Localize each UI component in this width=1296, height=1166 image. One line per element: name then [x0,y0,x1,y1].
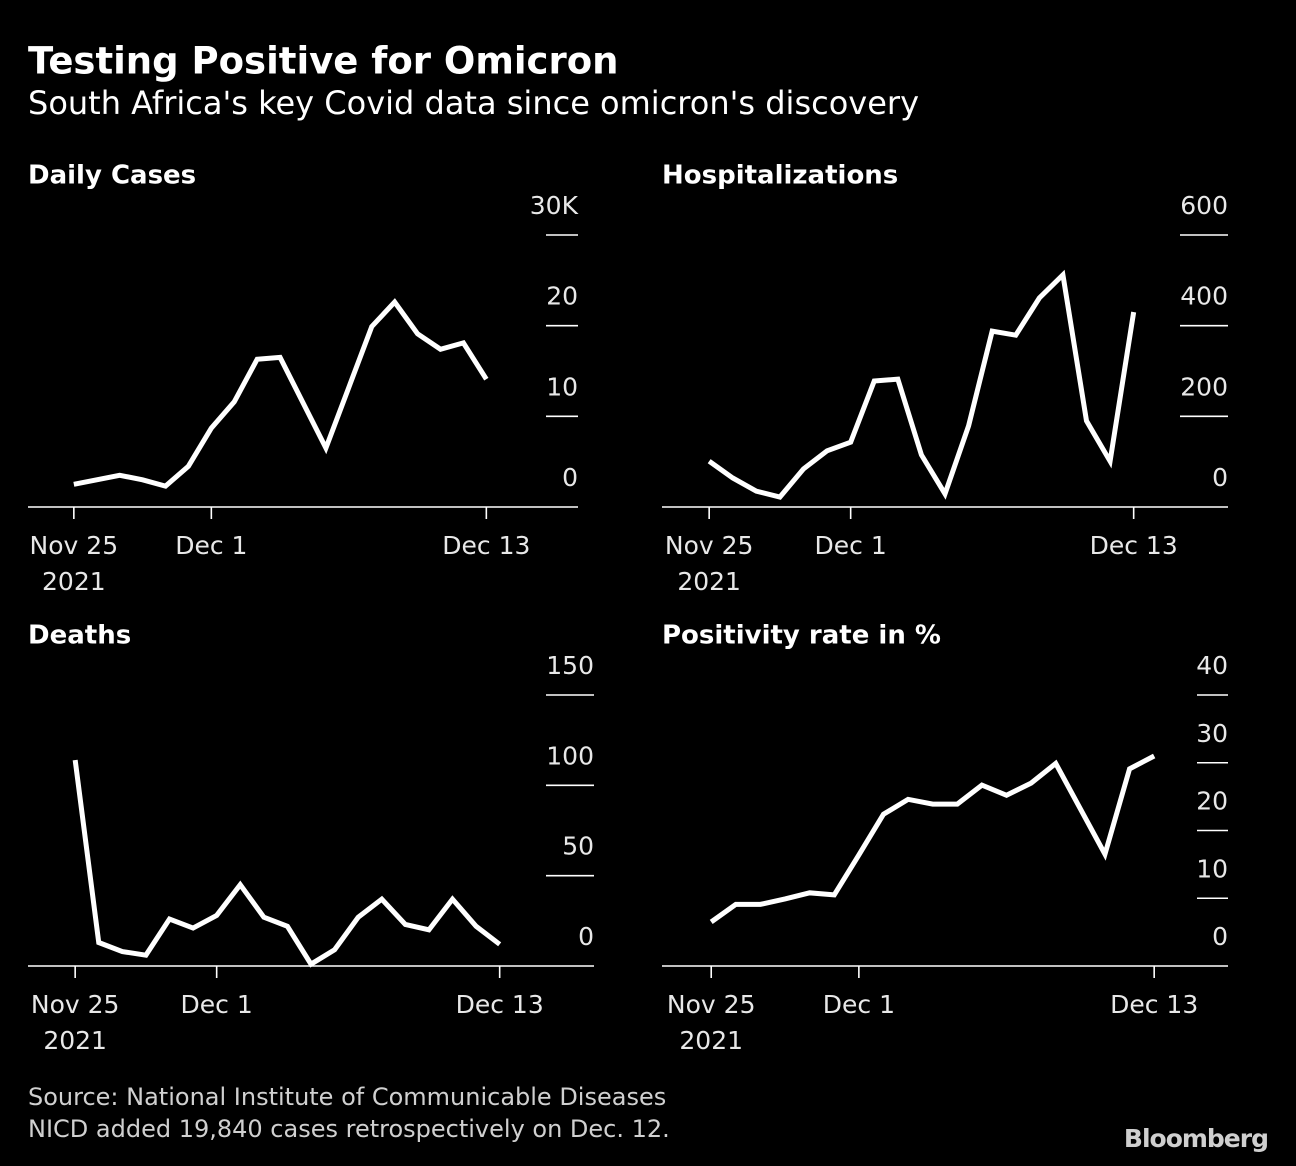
y-tick-label: 30 [1196,719,1228,748]
x-tick-label: Nov 25 [30,531,119,560]
panel-title: Positivity rate in % [662,621,941,651]
x-tick-label: Dec 1 [823,990,895,1019]
x-tick-label: Dec 13 [442,531,530,560]
y-tick-label: 10 [1196,854,1228,883]
y-tick-label: 0 [1212,922,1228,951]
x-tick-sublabel: 2021 [42,567,106,596]
x-tick-label: Dec 1 [815,531,887,560]
y-tick-label: 30K [530,191,579,220]
data-line [73,298,489,489]
subtitle: South Africa's key Covid data since omic… [28,84,919,122]
y-tick-label: 20 [1196,787,1228,816]
y-tick-label: 200 [1180,372,1228,401]
data-line [709,753,1156,924]
x-tick-label: Nov 25 [665,531,754,560]
panel-title: Hospitalizations [662,161,898,191]
y-tick-label: 400 [1180,282,1228,311]
x-tick-label: Dec 1 [181,990,253,1019]
x-tick-label: Dec 13 [1110,990,1198,1019]
y-tick-label: 0 [1212,463,1228,492]
brand: Bloomberg [1124,1124,1268,1153]
x-tick-label: Dec 13 [456,990,544,1019]
title: Testing Positive for Omicron [28,40,619,83]
x-tick-sublabel: 2021 [43,1026,107,1055]
data-line [707,269,1137,500]
y-tick-label: 100 [546,741,594,770]
x-tick-sublabel: 2021 [679,1026,743,1055]
x-tick-label: Nov 25 [667,990,756,1019]
panel-title: Daily Cases [28,161,196,191]
x-tick-sublabel: 2021 [677,567,741,596]
y-tick-label: 20 [546,282,578,311]
x-tick-label: Nov 25 [31,990,120,1019]
note: NICD added 19,840 cases retrospectively … [28,1115,670,1143]
x-tick-label: Dec 13 [1090,531,1178,560]
y-tick-label: 150 [546,651,594,680]
y-tick-label: 600 [1180,191,1228,220]
data-line [72,759,502,968]
y-tick-label: 40 [1196,651,1228,680]
y-tick-label: 50 [562,832,594,861]
panel-title: Deaths [28,621,131,651]
y-tick-label: 0 [578,922,594,951]
y-tick-label: 0 [562,463,578,492]
x-tick-label: Dec 1 [175,531,247,560]
source: Source: National Institute of Communicab… [28,1083,666,1111]
y-tick-label: 10 [546,372,578,401]
